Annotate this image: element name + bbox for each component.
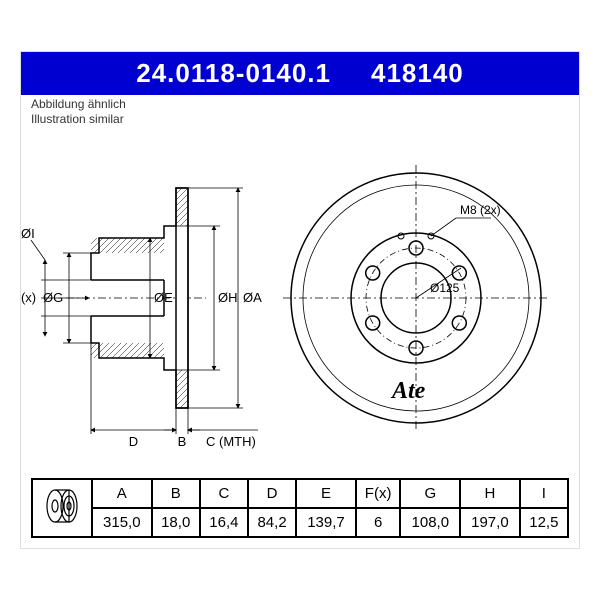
table-value: 18,0	[152, 508, 200, 537]
svg-text:F(x): F(x)	[21, 290, 36, 305]
table-value: 108,0	[400, 508, 460, 537]
svg-text:ØE: ØE	[154, 290, 173, 305]
header-bar: 24.0118-0140.1 418140	[21, 52, 579, 95]
specification-table: ABCDEF(x)GHI 315,018,016,484,2139,76108,…	[21, 478, 579, 548]
svg-text:D: D	[129, 434, 138, 449]
table-col-E: E	[296, 479, 356, 508]
svg-text:M8 (2x): M8 (2x)	[460, 203, 501, 217]
table-value: 6	[356, 508, 401, 537]
table-value: 16,4	[200, 508, 248, 537]
table-col-F(x): F(x)	[356, 479, 401, 508]
table-col-G: G	[400, 479, 460, 508]
svg-text:C (MTH): C (MTH)	[206, 434, 256, 449]
alt-number: 418140	[371, 58, 464, 89]
table-value: 84,2	[248, 508, 296, 537]
table-col-I: I	[520, 479, 568, 508]
subheader: Abbildung ähnlich Illustration similar	[21, 95, 579, 128]
table-value: 12,5	[520, 508, 568, 537]
table-value: 197,0	[460, 508, 520, 537]
svg-text:Ate: Ate	[390, 378, 426, 404]
table-col-D: D	[248, 479, 296, 508]
svg-text:B: B	[178, 434, 187, 449]
table-col-B: B	[152, 479, 200, 508]
rotor-icon-cell	[32, 479, 92, 537]
table-value: 315,0	[92, 508, 152, 537]
svg-text:ØH: ØH	[218, 290, 238, 305]
svg-text:ØA: ØA	[243, 290, 262, 305]
svg-text:ØG: ØG	[43, 290, 63, 305]
table-col-A: A	[92, 479, 152, 508]
table-col-C: C	[200, 479, 248, 508]
part-number: 24.0118-0140.1	[136, 58, 331, 89]
svg-text:Ø125: Ø125	[430, 281, 460, 295]
table-value: 139,7	[296, 508, 356, 537]
svg-text:ØI: ØI	[21, 226, 35, 241]
table-col-H: H	[460, 479, 520, 508]
technical-drawing: M8 (2x) Ø125 Ate ØA ØH ØE ØG ØI F(x) D B C (MTH)	[21, 128, 579, 478]
subheader-line1: Abbildung ähnlich	[31, 97, 569, 111]
subheader-line2: Illustration similar	[31, 112, 569, 126]
spec-card: 24.0118-0140.1 418140 Abbildung ähnlich …	[20, 51, 580, 549]
